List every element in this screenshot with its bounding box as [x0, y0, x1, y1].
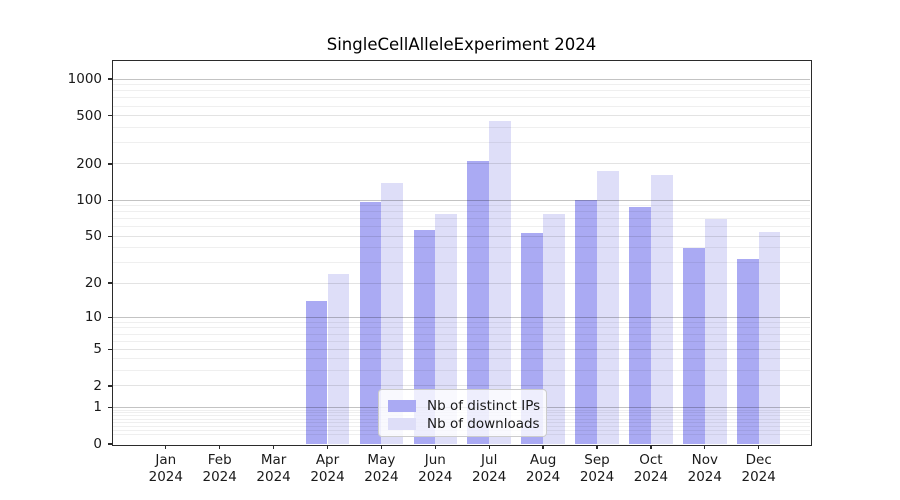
gridline-minor — [113, 90, 810, 92]
bar-downloads-may — [381, 182, 404, 444]
bar-downloads-dec — [758, 232, 781, 444]
gridline-minor — [113, 333, 810, 335]
y-tick-mark — [108, 406, 112, 409]
y-tick-mark — [108, 163, 112, 165]
x-tick-label: Aug 2024 — [525, 452, 561, 485]
bar-distinct-ips-nov — [683, 247, 705, 444]
y-tick-mark — [108, 282, 112, 284]
gridline-labeled — [113, 115, 810, 117]
y-tick-mark — [108, 385, 112, 387]
x-tick-mark — [488, 445, 490, 449]
gridline-minor — [113, 218, 810, 220]
y-tick-label: 10 — [84, 309, 102, 326]
distinct-ips-swatch-icon — [388, 399, 416, 412]
y-tick-mark — [108, 199, 112, 201]
y-tick-label: 20 — [84, 275, 102, 292]
x-tick-label: Jul 2024 — [472, 452, 507, 485]
y-tick-mark — [108, 114, 112, 117]
legend-label-downloads: Nb of downloads — [427, 415, 540, 432]
bar-downloads-aug — [543, 213, 565, 444]
gridline-minor — [113, 358, 810, 360]
gridline-minor — [113, 340, 810, 342]
gridline-minor — [113, 327, 810, 329]
x-tick-label: Nov 2024 — [687, 452, 722, 485]
y-tick-label: 1 — [93, 399, 102, 416]
x-tick-label: Oct 2024 — [633, 452, 669, 485]
gridline-minor — [113, 370, 810, 372]
gridline-minor — [113, 205, 810, 207]
gridline-minor — [113, 321, 810, 323]
gridline-labeled — [113, 348, 810, 350]
x-tick-label: Dec 2024 — [741, 452, 776, 485]
bar-downloads-apr — [327, 273, 350, 444]
x-tick-label: May 2024 — [364, 452, 399, 485]
bar-downloads-jul — [489, 121, 511, 444]
gridline-minor — [113, 247, 810, 249]
gridline-decade — [113, 199, 810, 201]
x-tick-mark — [650, 445, 652, 449]
x-tick-mark — [165, 445, 167, 449]
legend-item-distinct-ips: Nb of distinct IPs — [388, 397, 541, 414]
gridline-minor — [113, 126, 810, 128]
legend-item-downloads: Nb of downloads — [388, 415, 540, 432]
x-tick-mark — [380, 445, 383, 449]
legend-label-distinct-ips: Nb of distinct IPs — [427, 397, 541, 414]
gridline-labeled — [113, 163, 810, 165]
x-tick-mark — [272, 445, 275, 449]
y-tick-label: 500 — [76, 107, 102, 124]
y-tick-label: 100 — [76, 192, 102, 209]
y-tick-mark — [108, 78, 112, 80]
x-tick-mark — [326, 445, 329, 449]
y-tick-mark — [108, 316, 112, 319]
gridline-labeled — [113, 235, 810, 237]
y-tick-label: 5 — [93, 341, 102, 358]
bar-downloads-oct — [650, 174, 673, 444]
x-tick-label: Apr 2024 — [310, 452, 345, 485]
bar-distinct-ips-sep — [575, 200, 597, 444]
gridline-minor — [113, 211, 810, 213]
x-tick-mark — [542, 445, 544, 449]
gridline-minor — [113, 97, 810, 99]
x-tick-label: Jun 2024 — [418, 452, 453, 485]
x-tick-mark — [596, 445, 598, 449]
gridline-minor — [113, 142, 810, 144]
legend: Nb of distinct IPs Nb of downloads — [378, 389, 547, 437]
gridline-minor — [113, 262, 810, 264]
y-tick-label: 0 — [93, 436, 102, 452]
gridline-minor — [113, 226, 810, 228]
y-tick-label: 50 — [84, 228, 102, 245]
bar-distinct-ips-jul — [467, 161, 490, 444]
y-tick-mark — [108, 235, 112, 237]
gridline-decade — [113, 316, 810, 318]
x-tick-mark — [219, 445, 221, 449]
x-tick-label: Jan 2024 — [148, 452, 183, 485]
x-tick-label: Sep 2024 — [579, 452, 615, 485]
bar-distinct-ips-may — [359, 201, 382, 444]
downloads-swatch-icon — [388, 417, 416, 430]
x-tick-mark — [434, 445, 436, 449]
gridline-minor — [113, 84, 810, 86]
y-tick-mark — [108, 443, 112, 445]
bar-distinct-ips-apr — [305, 300, 328, 444]
gridline-labeled — [113, 385, 810, 387]
gridline-decade — [113, 78, 810, 80]
x-tick-mark — [758, 445, 760, 449]
bar-downloads-nov — [704, 218, 727, 444]
bar-downloads-sep — [597, 170, 619, 444]
y-tick-label: 1000 — [67, 71, 102, 88]
gridline-minor — [113, 105, 810, 107]
bar-distinct-ips-oct — [629, 207, 651, 444]
bar-distinct-ips-dec — [736, 259, 759, 444]
chart-title: SingleCellAlleleExperiment 2024 — [326, 35, 597, 54]
x-tick-label: Feb 2024 — [202, 452, 237, 485]
y-tick-label: 200 — [76, 155, 102, 172]
y-tick-label: 2 — [93, 377, 102, 394]
y-tick-mark — [108, 348, 112, 351]
x-tick-mark — [704, 445, 706, 449]
x-tick-label: Mar 2024 — [256, 452, 291, 485]
bar-downloads-jun — [435, 213, 458, 444]
gridline-labeled — [113, 282, 810, 284]
